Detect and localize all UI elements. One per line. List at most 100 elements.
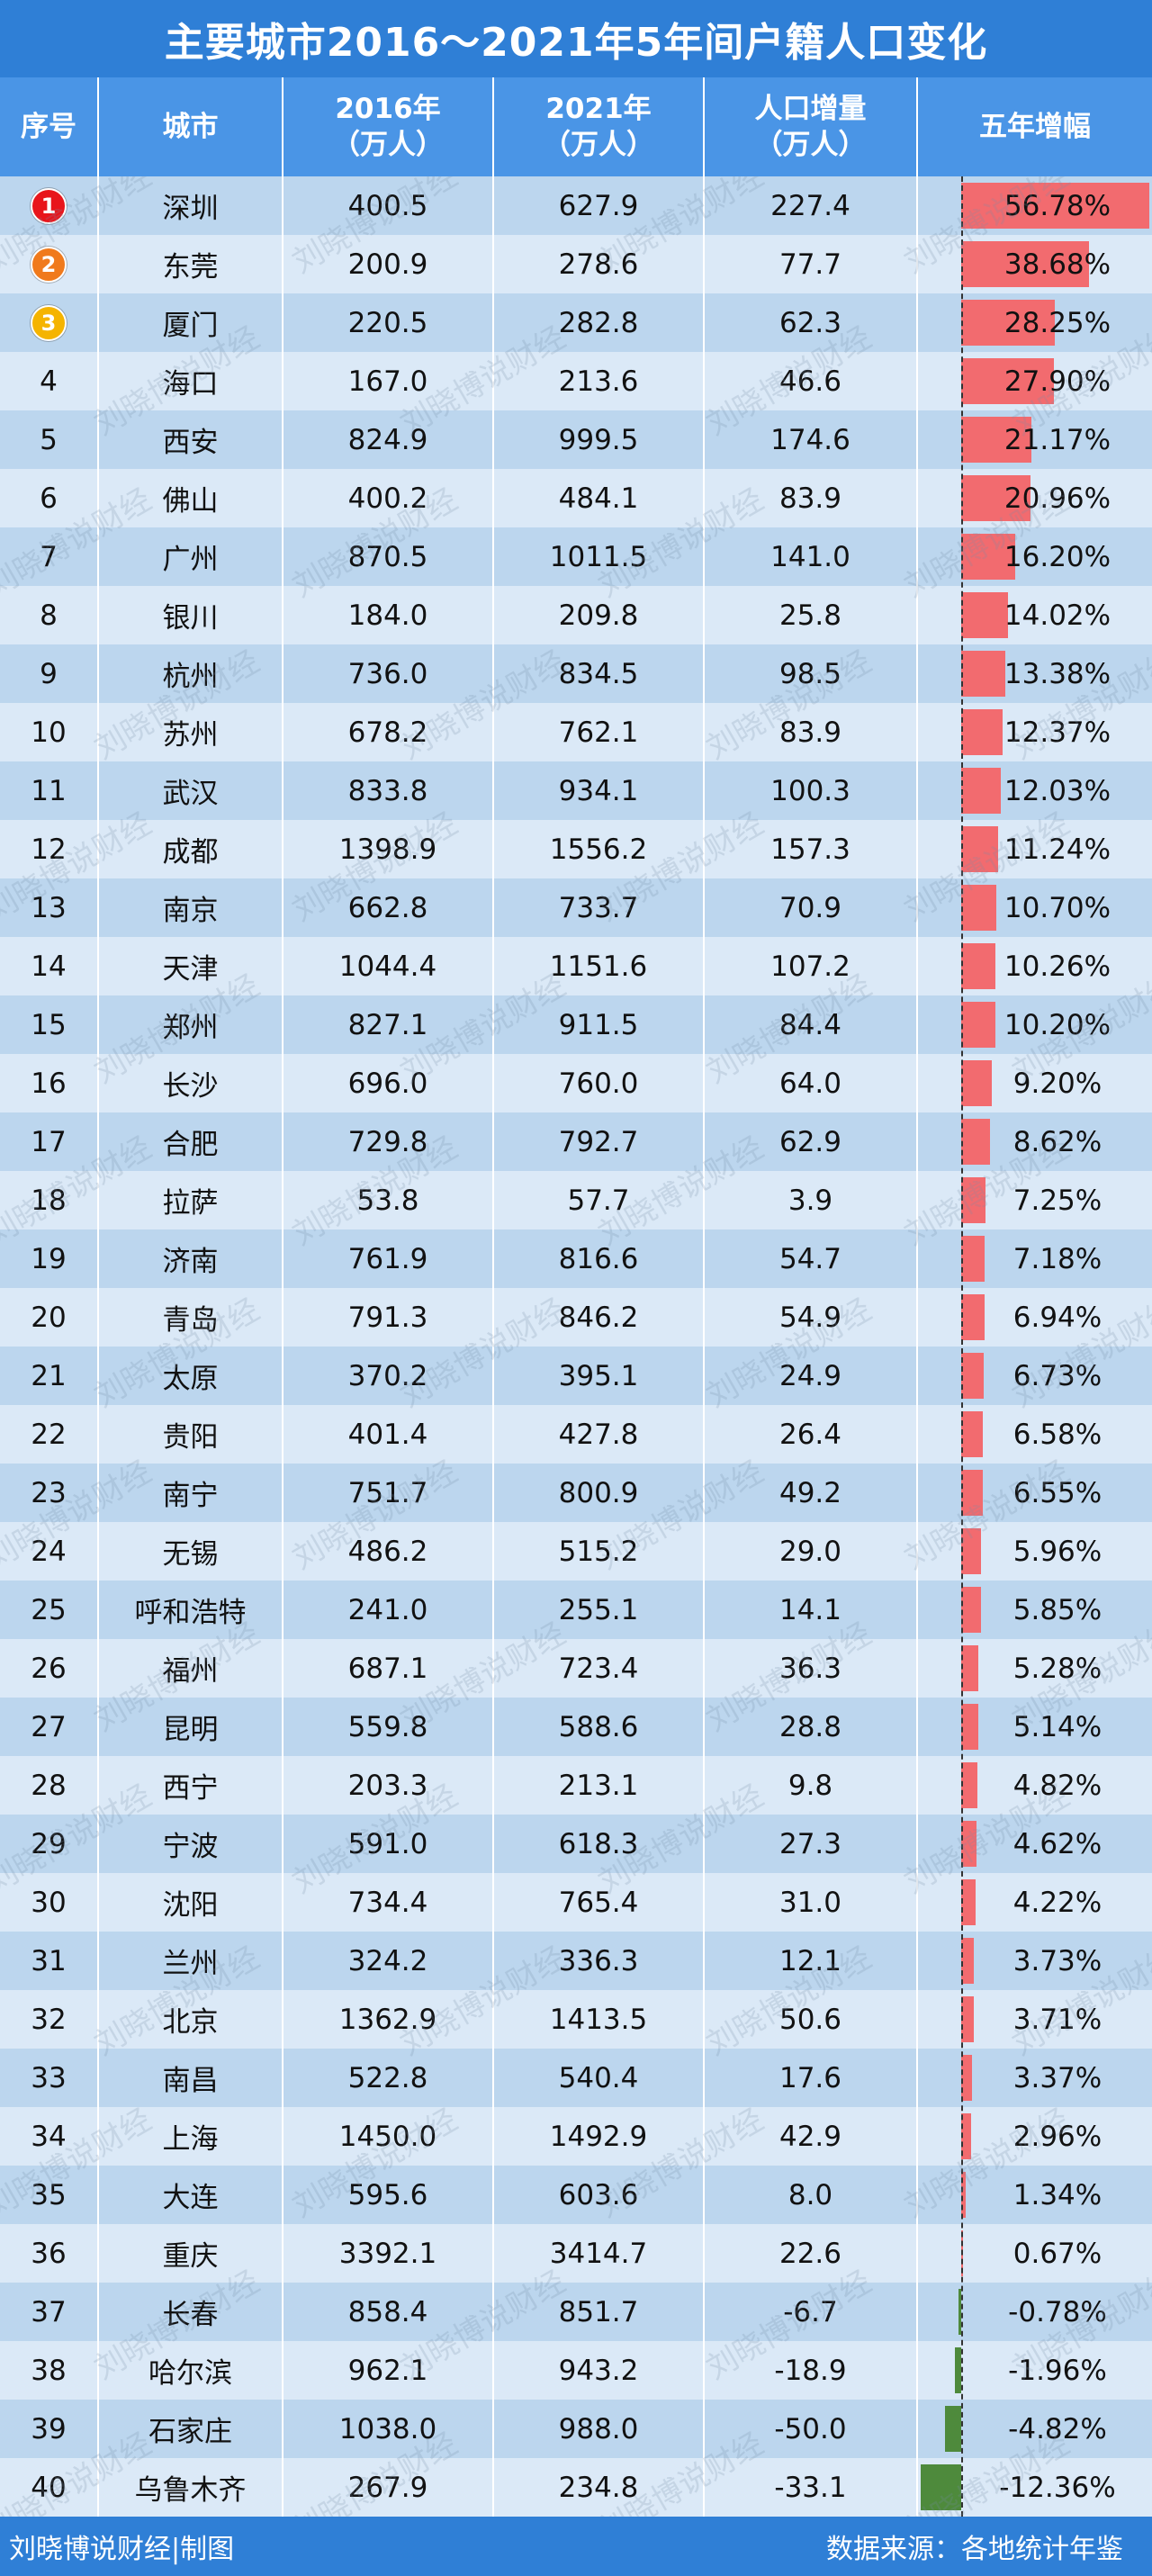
increase-cell: 28.8: [705, 1698, 918, 1756]
city-cell: 合肥: [99, 1112, 284, 1171]
pop-2021-cell: 1151.6: [494, 937, 705, 995]
increase-cell: 62.3: [705, 293, 918, 352]
pop-2016-cell: 184.0: [284, 586, 494, 644]
rank-cell: 35: [0, 2166, 99, 2224]
table-row: 29 宁波 591.0 618.3 27.3 4.62%: [0, 1815, 1152, 1873]
growth-value: 16.20%: [1004, 540, 1112, 573]
pop-2016-cell: 678.2: [284, 703, 494, 761]
increase-cell: 50.6: [705, 1990, 918, 2049]
pop-2016-cell: 827.1: [284, 995, 494, 1054]
rank-cell: 15: [0, 995, 99, 1054]
city-cell: 无锡: [99, 1522, 284, 1581]
city-cell: 东莞: [99, 235, 284, 293]
growth-bar: [945, 2406, 961, 2452]
growth-value: 10.70%: [1004, 891, 1112, 924]
increase-cell: 98.5: [705, 644, 918, 703]
pop-2016-cell: 559.8: [284, 1698, 494, 1756]
growth-bar: [961, 1587, 981, 1633]
growth-value: 5.14%: [1012, 1710, 1102, 1743]
table-row: 39 石家庄 1038.0 988.0 -50.0 -4.82%: [0, 2400, 1152, 2458]
growth-value: 1.34%: [1012, 2178, 1102, 2211]
pop-2021-cell: 1413.5: [494, 1990, 705, 2049]
table-row: 23 南宁 751.7 800.9 49.2 6.55%: [0, 1464, 1152, 1522]
increase-cell: 26.4: [705, 1405, 918, 1464]
increase-cell: 31.0: [705, 1873, 918, 1932]
pop-2021-cell: 943.2: [494, 2341, 705, 2400]
pop-2021-cell: 846.2: [494, 1288, 705, 1347]
increase-cell: 77.7: [705, 235, 918, 293]
growth-bar: [961, 183, 1149, 229]
city-cell: 上海: [99, 2107, 284, 2166]
city-cell: 广州: [99, 527, 284, 586]
footer: 刘晓博说财经|制图 数据来源：各地统计年鉴: [0, 2517, 1152, 2576]
table-row: 7 广州 870.5 1011.5 141.0 16.20%: [0, 527, 1152, 586]
city-cell: 兰州: [99, 1932, 284, 1990]
increase-cell: 25.8: [705, 586, 918, 644]
rank-cell: 2: [0, 235, 99, 293]
pop-2021-cell: 484.1: [494, 469, 705, 527]
increase-cell: 46.6: [705, 352, 918, 410]
header-rank-label: 序号: [21, 111, 76, 143]
city-cell: 佛山: [99, 469, 284, 527]
increase-cell: 100.3: [705, 761, 918, 820]
pop-2021-cell: 336.3: [494, 1932, 705, 1990]
rank-cell: 20: [0, 1288, 99, 1347]
pop-2021-cell: 988.0: [494, 2400, 705, 2458]
growth-bar: [961, 768, 1002, 814]
pop-2021-cell: 816.6: [494, 1229, 705, 1288]
increase-cell: 64.0: [705, 1054, 918, 1112]
rank-cell: 10: [0, 703, 99, 761]
footer-credit: 刘晓博说财经|制图: [9, 2534, 235, 2565]
city-cell: 西宁: [99, 1756, 284, 1815]
pop-2016-cell: 486.2: [284, 1522, 494, 1581]
pop-2021-cell: 851.7: [494, 2283, 705, 2341]
increase-cell: 3.9: [705, 1171, 918, 1229]
pop-2016-cell: 401.4: [284, 1405, 494, 1464]
pop-2021-cell: 395.1: [494, 1347, 705, 1405]
city-cell: 长沙: [99, 1054, 284, 1112]
pop-2016-cell: 522.8: [284, 2049, 494, 2107]
growth-bar: [920, 2464, 961, 2510]
rank-badge: 2: [31, 246, 67, 283]
pop-2016-cell: 591.0: [284, 1815, 494, 1873]
pop-2021-cell: 213.1: [494, 1756, 705, 1815]
table-row: 35 大连 595.6 603.6 8.0 1.34%: [0, 2166, 1152, 2224]
rank-cell: 37: [0, 2283, 99, 2341]
pop-2016-cell: 203.3: [284, 1756, 494, 1815]
pop-2021-cell: 999.5: [494, 410, 705, 469]
pop-2021-cell: 282.8: [494, 293, 705, 352]
increase-cell: -33.1: [705, 2458, 918, 2517]
pop-2021-cell: 427.8: [494, 1405, 705, 1464]
increase-cell: 14.1: [705, 1581, 918, 1639]
growth-value: 7.25%: [1012, 1184, 1102, 1217]
growth-bar: [961, 1528, 981, 1574]
increase-cell: 12.1: [705, 1932, 918, 1990]
pop-2021-cell: 834.5: [494, 644, 705, 703]
growth-bar: [961, 2055, 973, 2101]
rank-cell: 24: [0, 1522, 99, 1581]
header-2016-line1: 2016年: [335, 93, 441, 125]
table-row: 28 西宁 203.3 213.1 9.8 4.82%: [0, 1756, 1152, 1815]
pop-2016-cell: 400.2: [284, 469, 494, 527]
table-row: 4 海口 167.0 213.6 46.6 27.90%: [0, 352, 1152, 410]
growth-value: 5.85%: [1012, 1593, 1102, 1626]
city-cell: 银川: [99, 586, 284, 644]
growth-bar: [961, 300, 1055, 346]
pop-2016-cell: 400.5: [284, 176, 494, 235]
rank-badge: 1: [31, 187, 67, 224]
pop-2016-cell: 751.7: [284, 1464, 494, 1522]
table-row: 1 深圳 400.5 627.9 227.4 56.78%: [0, 176, 1152, 235]
rank-cell: 16: [0, 1054, 99, 1112]
table-row: 5 西安 824.9 999.5 174.6 21.17%: [0, 410, 1152, 469]
pop-2021-cell: 762.1: [494, 703, 705, 761]
rank-cell: 23: [0, 1464, 99, 1522]
growth-value: 6.58%: [1012, 1418, 1102, 1451]
increase-cell: 9.8: [705, 1756, 918, 1815]
city-cell: 青岛: [99, 1288, 284, 1347]
city-cell: 南昌: [99, 2049, 284, 2107]
growth-value: 14.02%: [1004, 599, 1112, 632]
growth-bar: [961, 1879, 976, 1925]
city-cell: 北京: [99, 1990, 284, 2049]
pop-2016-cell: 267.9: [284, 2458, 494, 2517]
growth-bar: [961, 358, 1054, 404]
